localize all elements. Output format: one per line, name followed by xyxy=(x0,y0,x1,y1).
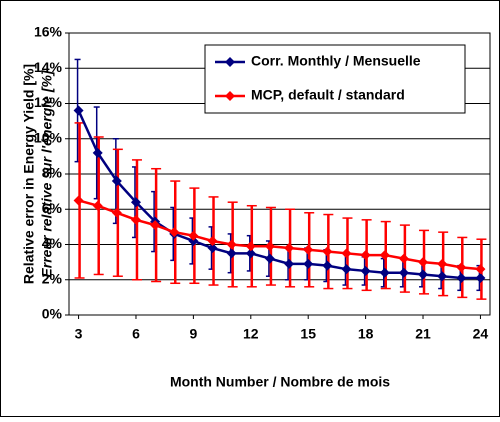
marker xyxy=(341,264,352,275)
legend-label: MCP, default / standard xyxy=(251,87,405,103)
x-tick-label: 9 xyxy=(189,326,197,342)
marker xyxy=(475,264,486,275)
marker xyxy=(264,253,275,264)
marker xyxy=(437,258,448,269)
y-tick-label: 8% xyxy=(42,165,63,181)
series-line xyxy=(78,199,481,271)
marker xyxy=(226,248,237,259)
marker xyxy=(226,239,237,250)
marker xyxy=(379,250,390,261)
marker xyxy=(398,253,409,264)
y-tick-label: 2% xyxy=(42,270,63,286)
y-tick-label: 16% xyxy=(34,24,63,40)
y-label: Erreur relative sur l'énergie [%] xyxy=(39,69,55,278)
marker xyxy=(150,220,161,231)
legend-marker xyxy=(225,91,235,101)
marker xyxy=(284,243,295,254)
marker xyxy=(264,241,275,252)
marker xyxy=(360,250,371,261)
marker xyxy=(169,227,180,238)
legend-marker xyxy=(225,57,235,67)
marker xyxy=(111,207,122,218)
x-tick-label: 12 xyxy=(243,326,259,342)
marker xyxy=(418,257,429,268)
marker xyxy=(130,214,141,225)
marker xyxy=(207,243,218,254)
marker xyxy=(245,248,256,259)
marker xyxy=(379,267,390,278)
marker xyxy=(303,258,314,269)
y-tick-label: 0% xyxy=(42,306,63,322)
marker xyxy=(437,271,448,282)
y-tick-label: 12% xyxy=(34,94,63,110)
marker xyxy=(303,244,314,255)
legend-label: Corr. Monthly / Mensuelle xyxy=(251,53,421,69)
marker xyxy=(360,265,371,276)
marker xyxy=(341,248,352,259)
y-label: Relative error in Energy Yield [%] xyxy=(21,64,37,284)
marker xyxy=(73,105,84,116)
marker xyxy=(188,235,199,246)
marker xyxy=(418,269,429,280)
y-tick-label: 4% xyxy=(42,235,63,251)
marker xyxy=(456,272,467,283)
x-tick-label: 21 xyxy=(415,326,431,342)
marker xyxy=(245,241,256,252)
y-tick-label: 10% xyxy=(34,129,63,145)
series-line xyxy=(77,110,481,280)
y-tick-label: 6% xyxy=(42,200,63,216)
marker xyxy=(322,260,333,271)
marker xyxy=(92,200,103,211)
marker xyxy=(73,195,84,206)
marker xyxy=(92,147,103,158)
x-tick-label: 18 xyxy=(358,326,374,342)
x-label: Month Number / Nombre de mois xyxy=(170,374,390,390)
marker xyxy=(322,246,333,257)
marker xyxy=(398,267,409,278)
legend-box xyxy=(204,44,466,114)
marker xyxy=(475,272,486,283)
marker xyxy=(456,262,467,273)
marker xyxy=(284,258,295,269)
marker xyxy=(188,230,199,241)
x-tick-label: 3 xyxy=(75,326,83,342)
marker xyxy=(207,235,218,246)
marker xyxy=(130,197,141,208)
x-tick-label: 15 xyxy=(300,326,316,342)
x-tick-label: 6 xyxy=(132,326,140,342)
x-tick-label: 24 xyxy=(473,326,489,342)
y-tick-label: 14% xyxy=(34,59,63,75)
marker xyxy=(111,176,122,187)
